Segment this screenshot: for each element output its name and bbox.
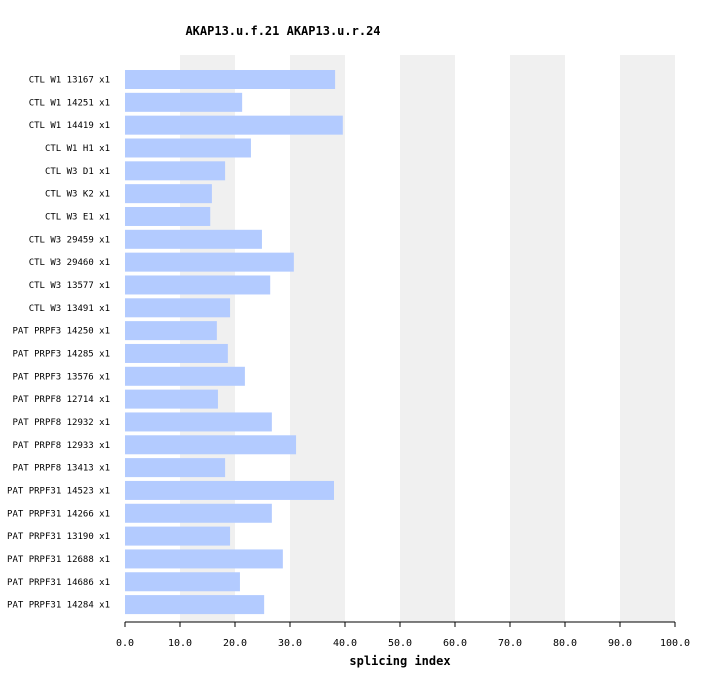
chart-title: AKAP13.u.f.21 AKAP13.u.r.24	[185, 24, 380, 38]
x-tick-label: 10.0	[168, 638, 192, 649]
x-tick-label: 20.0	[223, 638, 247, 649]
bar	[125, 138, 251, 158]
x-tick-label: 90.0	[608, 638, 632, 649]
bar	[125, 229, 262, 249]
category-label: PAT PRPF3 14285 x1	[12, 349, 110, 359]
category-label: CTL W3 K2 x1	[45, 190, 110, 200]
bar	[125, 92, 243, 112]
category-label: CTL W1 H1 x1	[45, 144, 110, 154]
category-label: CTL W3 D1 x1	[45, 167, 110, 177]
bar	[125, 206, 211, 226]
category-label: CTL W3 29459 x1	[29, 235, 110, 245]
category-label: PAT PRPF31 12688 x1	[7, 555, 110, 565]
bar	[125, 412, 272, 432]
x-tick-label: 0.0	[116, 638, 134, 649]
bar	[125, 480, 334, 500]
bar	[125, 343, 228, 363]
category-label: PAT PRPF8 12932 x1	[12, 418, 110, 428]
x-axis-label: splicing index	[349, 654, 450, 668]
x-tick-label: 100.0	[660, 638, 690, 649]
x-tick-label: 70.0	[498, 638, 522, 649]
bar	[125, 389, 218, 409]
bar	[125, 435, 297, 455]
x-tick-label: 50.0	[388, 638, 412, 649]
category-label: PAT PRPF3 14250 x1	[12, 327, 110, 337]
bar	[125, 595, 265, 615]
category-label: PAT PRPF31 14266 x1	[7, 509, 110, 519]
bar	[125, 503, 272, 523]
bar	[125, 321, 217, 341]
bar	[125, 184, 212, 204]
category-label: CTL W3 E1 x1	[45, 212, 110, 222]
category-label: PAT PRPF3 13576 x1	[12, 372, 110, 382]
category-label: PAT PRPF8 12714 x1	[12, 395, 110, 405]
x-tick-label: 60.0	[443, 638, 467, 649]
bar	[125, 70, 336, 89]
bar	[125, 115, 343, 135]
category-label: CTL W3 13491 x1	[29, 304, 110, 314]
bar	[125, 252, 294, 272]
bar	[125, 572, 240, 592]
grid-band	[510, 55, 565, 622]
category-label: PAT PRPF31 14523 x1	[7, 486, 110, 496]
category-label: CTL W1 14251 x1	[29, 98, 110, 108]
category-label: PAT PRPF8 13413 x1	[12, 464, 110, 474]
x-tick-label: 80.0	[553, 638, 577, 649]
category-label: PAT PRPF31 14686 x1	[7, 578, 110, 588]
category-label: CTL W1 14419 x1	[29, 121, 110, 131]
grid-band	[290, 55, 345, 622]
bar	[125, 161, 226, 181]
category-label: CTL W3 13577 x1	[29, 281, 110, 291]
bar	[125, 526, 231, 546]
category-label: PAT PRPF8 12933 x1	[12, 441, 110, 451]
category-label: CTL W1 13167 x1	[29, 76, 110, 86]
bar	[125, 458, 226, 478]
grid-band	[400, 55, 455, 622]
bar	[125, 298, 231, 318]
bar	[125, 275, 271, 295]
category-label: CTL W3 29460 x1	[29, 258, 110, 268]
x-tick-label: 30.0	[278, 638, 302, 649]
category-label: PAT PRPF31 13190 x1	[7, 532, 110, 542]
grid-band	[620, 55, 675, 622]
bar	[125, 366, 245, 386]
x-tick-label: 40.0	[333, 638, 357, 649]
bar	[125, 549, 283, 569]
category-label: PAT PRPF31 14284 x1	[7, 601, 110, 611]
